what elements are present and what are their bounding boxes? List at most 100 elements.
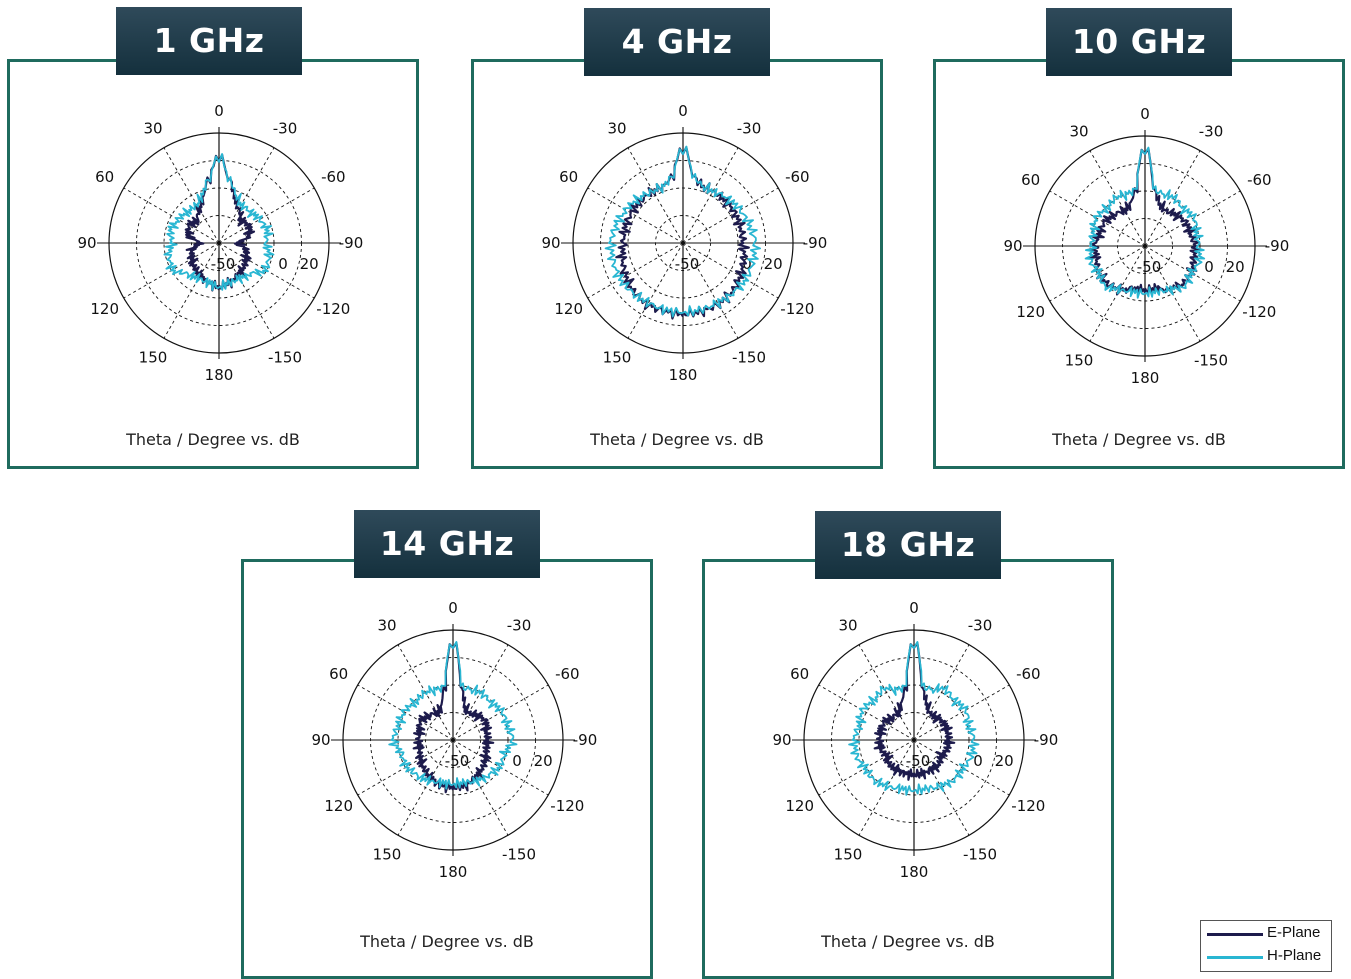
frequency-title: 18 GHz xyxy=(815,511,1001,579)
angle-tick-label: -30 xyxy=(737,120,762,138)
h-plane-series xyxy=(163,153,275,291)
legend-swatch xyxy=(1207,933,1263,936)
angle-tick-label: -30 xyxy=(968,617,993,635)
polar-grid-spoke xyxy=(682,147,739,244)
frequency-title: 14 GHz xyxy=(354,510,540,578)
chart-caption: Theta / Degree vs. dB xyxy=(821,932,995,951)
radial-tick-label: 20 xyxy=(764,255,783,273)
chart-panel-14ghz: 0 -30 -60 -90 -120 -150 180 150 120 90 60 30 -50 0 20 … xyxy=(241,559,653,979)
angle-tick-label: -90 xyxy=(1265,237,1290,255)
angle-tick-label: 90 xyxy=(1003,237,1022,255)
radial-tick-label: 20 xyxy=(300,255,319,273)
angle-tick-label: -120 xyxy=(316,300,350,318)
angle-tick-label: 120 xyxy=(785,797,814,815)
angle-tick-label: -30 xyxy=(507,617,532,635)
angle-tick-label: 120 xyxy=(554,300,583,318)
polar-chart: 0 -30 -60 -90 -120 -150 180 150 120 90 60 30 -50 0 20 xyxy=(541,102,828,384)
chart-panel-1ghz: 0 -30 -60 -90 -120 -150 180 150 120 90 60 30 -50 0 20 … xyxy=(7,59,419,469)
angle-tick-label: 30 xyxy=(143,120,162,138)
chart-caption: Theta / Degree vs. dB xyxy=(1052,430,1226,449)
angle-tick-label: 120 xyxy=(90,300,119,318)
angle-tick-label: 0 xyxy=(678,102,688,120)
frequency-title: 1 GHz xyxy=(116,7,302,75)
angle-tick-label: -90 xyxy=(339,234,364,252)
angle-tick-label: -120 xyxy=(780,300,814,318)
polar-grid-spoke xyxy=(163,147,220,244)
h-plane-series xyxy=(1084,146,1206,299)
polar-grid-spoke xyxy=(218,147,275,244)
polar-grid-spoke xyxy=(357,684,454,741)
angle-tick-label: 30 xyxy=(1069,123,1088,141)
angle-tick-label: 90 xyxy=(541,234,560,252)
angle-tick-label: -120 xyxy=(1011,797,1045,815)
polar-grid-spoke xyxy=(858,644,915,741)
angle-tick-label: -60 xyxy=(1247,171,1272,189)
angle-tick-label: 180 xyxy=(439,863,468,881)
polar-chart: 0 -30 -60 -90 -120 -150 180 150 120 90 60 30 -50 0 20 xyxy=(311,599,598,881)
angle-tick-label: 60 xyxy=(95,168,114,186)
polar-grid-spoke xyxy=(682,187,779,244)
frequency-title: 4 GHz xyxy=(584,8,770,76)
angle-tick-label: 180 xyxy=(669,366,698,384)
angle-tick-label: -150 xyxy=(268,348,302,366)
angle-tick-label: 60 xyxy=(329,665,348,683)
chart-panel-10ghz: 0 -30 -60 -90 -120 -150 180 150 120 90 60 30 -50 0 20 … xyxy=(933,59,1345,469)
polar-grid-spoke xyxy=(218,242,275,339)
polar-grid-spoke xyxy=(163,242,220,339)
angle-tick-label: 90 xyxy=(311,731,330,749)
polar-grid-spoke xyxy=(218,187,315,244)
h-plane-series xyxy=(848,641,980,796)
angle-tick-label: -120 xyxy=(1242,303,1276,321)
chart-legend: E-Plane H-Plane xyxy=(1200,920,1332,972)
angle-tick-label: 120 xyxy=(1016,303,1045,321)
angle-tick-label: -150 xyxy=(963,845,997,863)
polar-grid-spoke xyxy=(1049,190,1146,247)
angle-tick-label: 180 xyxy=(1131,369,1160,387)
radial-tick-label: 0 xyxy=(512,752,522,770)
angle-tick-label: 60 xyxy=(790,665,809,683)
chart-panel-4ghz: 0 -30 -60 -90 -120 -150 180 150 120 90 60 30 -50 0 20 … xyxy=(471,59,883,469)
angle-tick-label: 150 xyxy=(1065,351,1094,369)
angle-tick-label: -90 xyxy=(803,234,828,252)
polar-grid-spoke xyxy=(123,187,220,244)
angle-tick-label: -90 xyxy=(573,731,598,749)
chart-panel-18ghz: 0 -30 -60 -90 -120 -150 180 150 120 90 60 30 -50 0 20 … xyxy=(702,559,1114,979)
angle-tick-label: -60 xyxy=(321,168,346,186)
angle-tick-label: 180 xyxy=(900,863,929,881)
polar-grid-spoke xyxy=(452,739,509,836)
radial-tick-label: -50 xyxy=(1137,258,1162,276)
radial-tick-label: 20 xyxy=(1226,258,1245,276)
polar-grid-spoke xyxy=(627,242,684,339)
angle-tick-label: -150 xyxy=(1194,351,1228,369)
angle-tick-label: 150 xyxy=(603,348,632,366)
angle-tick-label: -30 xyxy=(273,120,298,138)
angle-tick-label: 180 xyxy=(205,366,234,384)
radial-tick-label: 0 xyxy=(742,255,752,273)
legend-item-h-plane: H-Plane xyxy=(1205,946,1329,966)
angle-tick-label: 0 xyxy=(448,599,458,617)
radial-tick-label: -50 xyxy=(675,255,700,273)
angle-tick-label: -60 xyxy=(785,168,810,186)
polar-chart: 0 -30 -60 -90 -120 -150 180 150 120 90 60 30 -50 0 20 xyxy=(772,599,1058,881)
radial-tick-label: 20 xyxy=(995,752,1014,770)
radial-tick-label: -50 xyxy=(445,752,470,770)
chart-caption: Theta / Degree vs. dB xyxy=(126,430,300,449)
angle-tick-label: -60 xyxy=(555,665,580,683)
h-plane-series xyxy=(388,641,518,790)
chart-caption: Theta / Degree vs. dB xyxy=(590,430,764,449)
polar-grid-spoke xyxy=(397,739,454,836)
polar-chart: 0 -30 -60 -90 -120 -150 180 150 120 90 60 30 -50 0 20 xyxy=(77,102,364,384)
legend-swatch xyxy=(1207,956,1263,959)
radial-tick-label: 0 xyxy=(1204,258,1214,276)
angle-tick-label: 120 xyxy=(324,797,353,815)
angle-tick-label: -120 xyxy=(550,797,584,815)
angle-tick-label: 90 xyxy=(772,731,791,749)
polar-grid-spoke xyxy=(818,684,915,741)
radial-tick-label: -50 xyxy=(211,255,236,273)
radial-tick-label: -50 xyxy=(906,752,931,770)
polar-grid-spoke xyxy=(587,242,684,299)
h-plane-series xyxy=(604,145,762,318)
angle-tick-label: -60 xyxy=(1016,665,1041,683)
polar-grid-spoke xyxy=(682,242,779,299)
frequency-title: 10 GHz xyxy=(1046,8,1232,76)
